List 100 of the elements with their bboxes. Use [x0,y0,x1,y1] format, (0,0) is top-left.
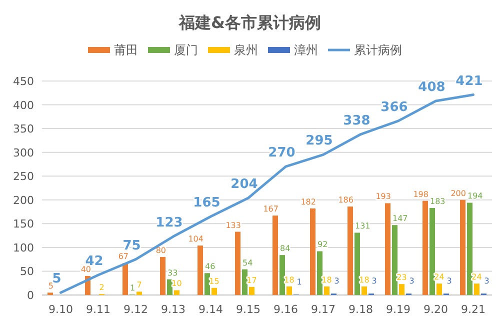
x-tick-label: 9.14 [198,303,223,316]
bar [348,206,353,295]
bar [362,286,367,295]
bar [324,286,330,295]
data-label: 15 [209,276,220,286]
bar [160,256,166,295]
y-tick-label: 100 [13,241,34,254]
y-tick-label: 450 [13,75,34,88]
bar [310,208,316,295]
data-label: 2 [99,283,104,292]
data-label: 186 [338,196,354,205]
data-label: 270 [268,146,296,161]
x-tick-label: 9.13 [161,303,186,316]
data-label: 123 [156,216,183,231]
bar [399,284,404,295]
y-tick-label: 0 [27,289,34,302]
y-tick-label: 250 [13,170,34,184]
data-label: 92 [318,240,328,250]
data-label: 40 [80,264,91,274]
bar [474,284,480,295]
x-tick-label: 9.12 [124,303,148,316]
data-label: 131 [355,222,370,231]
data-label: 183 [430,196,446,206]
data-label: 147 [392,214,408,224]
chart-title: 福建&各市累计病例 [178,13,321,32]
data-label: 3 [409,276,414,286]
bar [235,232,240,295]
x-tick-label: 9.10 [48,303,73,316]
x-tick-label: 9.21 [461,303,486,316]
data-label: 295 [306,134,333,149]
data-label: 193 [376,192,391,202]
data-label: 3 [446,276,452,286]
data-label: 5 [52,272,62,287]
legend-label: 泉州 [234,43,258,57]
bar [204,273,210,295]
data-label: 3 [334,276,340,286]
legend-label: 厦门 [174,43,198,57]
bar [136,292,142,295]
bar [422,200,428,295]
bar [354,232,360,295]
bar [392,225,398,295]
y-tick-label: 300 [13,146,34,160]
data-label: 194 [468,192,483,201]
data-label: 54 [242,258,253,268]
bar [242,269,248,295]
bar [317,251,322,295]
data-label: 75 [122,238,141,254]
y-tick-label: 400 [13,98,34,112]
data-label: 67 [118,252,128,262]
x-tick-label: 9.19 [386,303,410,316]
x-tick-label: 9.20 [424,303,448,316]
data-label: 3 [372,276,377,286]
bar [212,288,217,295]
x-tick-label: 9.15 [236,303,260,316]
bar [430,208,435,295]
x-tick-label: 9.17 [311,303,336,316]
data-label: 408 [418,80,446,95]
data-label: 33 [168,268,178,278]
data-label: 165 [193,196,220,211]
data-label: 167 [263,204,278,214]
data-label: 18 [359,275,370,284]
data-label: 18 [322,275,332,284]
data-label: 10 [172,279,182,288]
data-label: 204 [230,176,258,192]
data-label: 5 [48,282,54,291]
x-tick-label: 9.18 [348,303,373,316]
y-tick-label: 150 [13,218,34,231]
bar [272,216,278,295]
bar [280,255,285,295]
bar [286,286,292,295]
data-label: 7 [136,280,142,290]
data-label: 104 [188,234,204,244]
data-label: 182 [300,197,316,206]
bar [174,290,180,295]
y-tick-label: 50 [20,265,34,278]
data-label: 366 [380,100,408,115]
data-label: 133 [226,220,241,230]
data-label: 17 [246,276,257,285]
legend-label: 莆田 [114,43,138,57]
x-tick-label: 9.11 [86,303,110,316]
bar [198,246,203,295]
data-label: 46 [205,262,216,272]
bar [249,286,254,295]
data-label: 80 [156,246,166,255]
data-label: 338 [343,113,370,128]
legend-label: 漳州 [294,43,318,57]
data-label: 198 [413,190,428,199]
data-label: 421 [456,74,483,89]
bar [385,203,390,295]
data-label: 3 [484,276,490,286]
bar [467,202,472,295]
y-tick-label: 350 [13,122,34,136]
data-label: 18 [284,275,294,284]
y-tick-label: 200 [13,194,34,207]
x-tick-label: 9.16 [274,303,298,316]
data-label: 200 [450,188,466,198]
bar [436,284,442,295]
bar [460,200,466,295]
data-label: 1 [130,284,136,293]
data-label: 1 [296,278,302,287]
